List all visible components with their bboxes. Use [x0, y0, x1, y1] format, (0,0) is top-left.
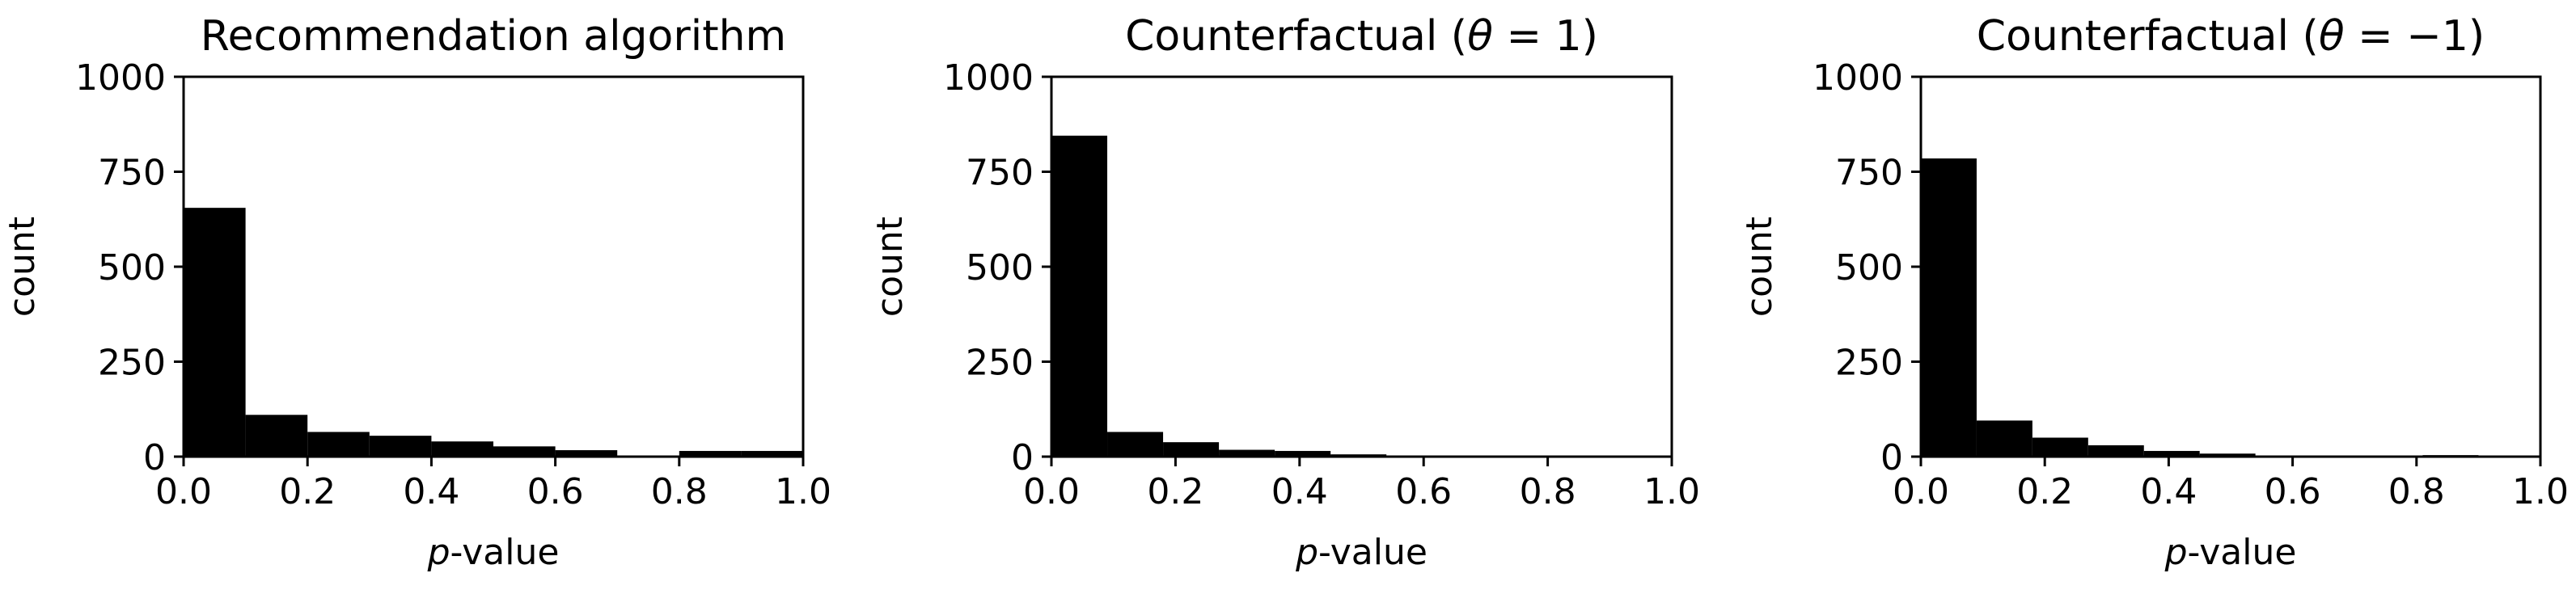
- histogram-bar: [555, 450, 618, 457]
- histogram-bar: [741, 450, 803, 457]
- y-tick-label: 1000: [943, 57, 1034, 99]
- y-tick-label: 750: [98, 153, 166, 194]
- x-tick-label: 0.6: [1395, 471, 1452, 512]
- x-tick-label: 0.6: [527, 471, 584, 512]
- histogram-bar: [1107, 432, 1164, 457]
- y-tick-label: 500: [98, 247, 166, 289]
- x-tick-label: 0.2: [1147, 471, 1203, 512]
- chart-title: Counterfactual (θ = 1): [1125, 12, 1598, 61]
- y-tick-label: 250: [966, 343, 1034, 384]
- chart-title: Counterfactual (θ = −1): [1977, 12, 2485, 61]
- y-tick-label: 500: [1835, 247, 1903, 289]
- y-axis-label: count: [2, 217, 43, 317]
- histogram-bar: [1976, 420, 2032, 457]
- plot-frame: [182, 75, 805, 458]
- x-tick-label: 1.0: [1643, 471, 1700, 512]
- histogram-bar: [1219, 449, 1275, 457]
- histogram-bar: [2199, 453, 2256, 457]
- x-tick-label: 1.0: [2512, 471, 2569, 512]
- chart-title-variable: θ: [1467, 12, 1493, 61]
- y-tick-label: 750: [1835, 153, 1903, 194]
- x-tick-label: 0.8: [651, 471, 708, 512]
- histogram-bar: [1275, 450, 1331, 457]
- chart-title-rest: = −1): [2345, 12, 2485, 61]
- histogram-bar: [245, 415, 308, 457]
- y-axis-label: count: [1739, 217, 1780, 317]
- y-tick-label: 1000: [75, 57, 166, 99]
- plot-frame: [1050, 75, 1673, 458]
- y-tick-label: 250: [98, 343, 166, 384]
- chart-panel-1: 0.0 0.2 0.4 0.6 0.8 1.0 0 250 500 750 1000 Recommen…: [2, 12, 831, 573]
- x-tick-label: 0.0: [1023, 471, 1080, 512]
- x-axis-label: p-value: [427, 532, 560, 573]
- chart-title-rest: = 1): [1493, 12, 1598, 61]
- y-axis-label: count: [869, 217, 911, 317]
- x-tick-label: 0.8: [1520, 471, 1576, 512]
- x-tick-label: 0.8: [2388, 471, 2445, 512]
- histogram-bar: [2087, 445, 2144, 457]
- histogram-bar: [679, 450, 742, 457]
- chart-title-prefix: Counterfactual (: [1125, 12, 1467, 61]
- x-tick-label: 0.0: [1893, 471, 1949, 512]
- x-axis-label: p-value: [2164, 532, 2297, 573]
- histogram-bar: [369, 436, 432, 457]
- x-axis-label-variable: p: [1295, 532, 1318, 573]
- y-tick-label: 500: [966, 247, 1034, 289]
- chart-title-prefix: Counterfactual (: [1977, 12, 2319, 61]
- x-tick-label: 0.2: [279, 471, 336, 512]
- y-tick-label: 1000: [1813, 57, 1903, 99]
- y-tick-label: 0: [143, 437, 166, 478]
- x-axis-label-variable: p: [2164, 532, 2188, 573]
- histogram-bar: [2143, 450, 2200, 457]
- x-axis-label-suffix: -value: [2188, 532, 2297, 573]
- histogram-bar: [2032, 437, 2088, 457]
- histogram-bar: [431, 441, 493, 457]
- x-tick-label: 0.4: [1271, 471, 1328, 512]
- y-tick-label: 0: [1880, 437, 1903, 478]
- x-tick-label: 0.6: [2265, 471, 2321, 512]
- histogram-bar: [1051, 135, 1108, 457]
- x-tick-label: 0.4: [2140, 471, 2197, 512]
- x-tick-label: 0.4: [403, 471, 459, 512]
- x-tick-label: 1.0: [775, 471, 831, 512]
- chart-panel-3: 0.0 0.2 0.4 0.6 0.8 1.0 0 250 500 750 1000 Counterf…: [1739, 12, 2569, 573]
- chart-panel-2: 0.0 0.2 0.4 0.6 0.8 1.0 0 250 500 750 1000 Counterf…: [869, 12, 1700, 573]
- chart-title: Recommendation algorithm: [201, 12, 786, 61]
- y-tick-label: 750: [966, 153, 1034, 194]
- x-axis-label-variable: p: [427, 532, 450, 573]
- histogram-bar: [1921, 158, 1977, 457]
- histogram-bar: [493, 446, 556, 457]
- histogram-bar: [307, 432, 370, 457]
- histogram-bar: [184, 208, 246, 457]
- y-tick-label: 250: [1835, 343, 1903, 384]
- x-tick-label: 0.2: [2016, 471, 2073, 512]
- x-axis-label-suffix: -value: [450, 532, 560, 573]
- histogram-bar: [1163, 442, 1220, 457]
- y-tick-label: 0: [1011, 437, 1034, 478]
- chart-title-variable: θ: [2319, 12, 2345, 61]
- plot-frame: [1919, 75, 2542, 458]
- x-axis-label: p-value: [1295, 532, 1428, 573]
- x-axis-label-suffix: -value: [1318, 532, 1428, 573]
- x-tick-label: 0.0: [155, 471, 212, 512]
